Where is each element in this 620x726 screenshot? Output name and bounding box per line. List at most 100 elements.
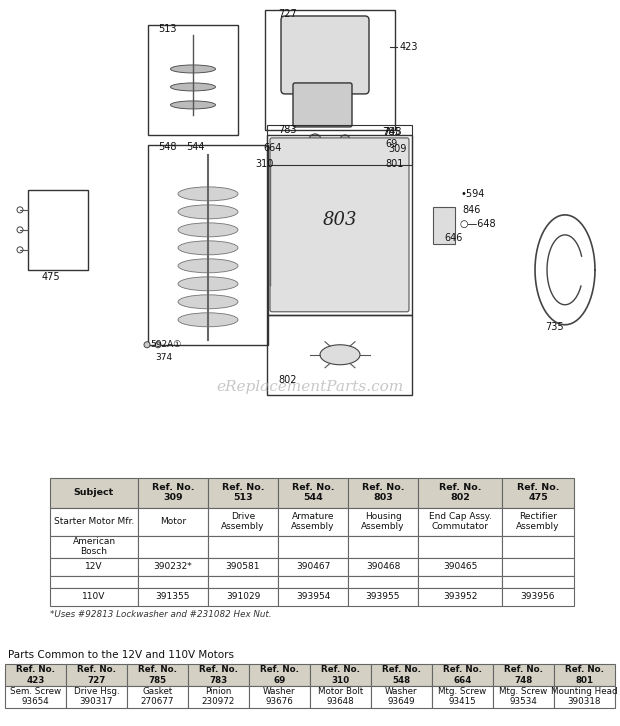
Ellipse shape (178, 313, 238, 327)
Text: 592A①: 592A① (150, 340, 182, 348)
Text: 785: 785 (382, 127, 401, 137)
Bar (28, 190, 88, 270)
Bar (554, 686, 615, 708)
Text: Ref. No.
783: Ref. No. 783 (199, 665, 238, 685)
Text: 12V: 12V (86, 563, 103, 571)
Bar (502, 576, 574, 588)
Text: 390467: 390467 (296, 563, 330, 571)
Text: Ref. No.
802: Ref. No. 802 (439, 483, 481, 502)
Bar (138, 478, 208, 507)
Bar (138, 558, 208, 576)
Text: ○—648: ○—648 (460, 219, 497, 229)
Text: Ref. No.
803: Ref. No. 803 (361, 483, 404, 502)
Bar (348, 536, 418, 558)
FancyBboxPatch shape (293, 83, 352, 127)
Bar (493, 686, 554, 708)
Text: *Uses #92813 Lockwasher and #231082 Hex Nut.: *Uses #92813 Lockwasher and #231082 Hex … (50, 610, 272, 619)
Text: Housing
Assembly: Housing Assembly (361, 513, 405, 531)
Ellipse shape (170, 83, 216, 91)
Bar (208, 536, 278, 558)
Ellipse shape (178, 277, 238, 291)
Text: 664: 664 (263, 143, 281, 153)
Bar (348, 507, 418, 536)
Bar (5, 664, 66, 686)
Circle shape (309, 134, 321, 146)
Text: Ref. No.
544: Ref. No. 544 (292, 483, 334, 502)
Ellipse shape (178, 259, 238, 273)
Text: End Cap Assy.
Commutator: End Cap Assy. Commutator (428, 513, 492, 531)
Text: Drive
Assembly: Drive Assembly (221, 513, 265, 531)
Bar (138, 588, 208, 606)
Ellipse shape (178, 187, 238, 201)
Circle shape (155, 342, 161, 348)
FancyBboxPatch shape (281, 16, 369, 94)
Bar (208, 507, 278, 536)
Text: 423: 423 (400, 42, 419, 52)
Text: Armature
Assembly: Armature Assembly (291, 513, 335, 531)
Bar (371, 686, 432, 708)
Text: 391355: 391355 (156, 592, 190, 601)
Ellipse shape (320, 345, 360, 364)
Bar (278, 536, 348, 558)
Ellipse shape (178, 295, 238, 309)
Text: 374: 374 (155, 353, 172, 362)
Text: Motor: Motor (160, 518, 186, 526)
Text: Subject: Subject (74, 489, 114, 497)
Bar (138, 507, 208, 536)
Circle shape (340, 135, 350, 145)
Bar (267, 135, 412, 315)
Bar (348, 478, 418, 507)
Bar (5, 686, 66, 708)
Text: Ref. No.
310: Ref. No. 310 (321, 665, 360, 685)
Text: Rectifier
Assembly: Rectifier Assembly (516, 513, 560, 531)
Text: 801: 801 (385, 159, 404, 169)
Text: 803: 803 (323, 211, 358, 229)
Bar (267, 315, 412, 395)
Bar (249, 686, 310, 708)
Bar (432, 686, 493, 708)
Bar (418, 558, 502, 576)
Text: 802: 802 (278, 375, 296, 385)
Text: 475: 475 (42, 272, 61, 282)
Text: 548: 548 (158, 142, 177, 152)
Bar (432, 664, 493, 686)
Bar (418, 536, 502, 558)
Text: Mtg. Screw
93415: Mtg. Screw 93415 (438, 688, 487, 706)
Text: 727: 727 (278, 9, 297, 19)
Bar (310, 664, 371, 686)
Text: Ref. No.
785: Ref. No. 785 (138, 665, 177, 685)
Bar (148, 145, 268, 345)
Bar (310, 686, 371, 708)
Text: Mtg. Screw
93534: Mtg. Screw 93534 (499, 688, 547, 706)
Bar (265, 10, 395, 130)
Bar (50, 507, 138, 536)
Bar (348, 588, 418, 606)
Bar (208, 576, 278, 588)
Text: 846: 846 (462, 205, 480, 215)
Bar (138, 576, 208, 588)
Bar (554, 664, 615, 686)
Text: Ref. No.
727: Ref. No. 727 (77, 665, 116, 685)
Bar (278, 588, 348, 606)
Text: Sem. Screw
93654: Sem. Screw 93654 (10, 688, 61, 706)
Bar (50, 588, 138, 606)
Text: Gasket
270677: Gasket 270677 (141, 688, 174, 706)
Bar (148, 25, 238, 135)
Text: 393956: 393956 (521, 592, 556, 601)
Bar (188, 686, 249, 708)
Bar (278, 558, 348, 576)
Text: 110V: 110V (82, 592, 105, 601)
Bar (348, 558, 418, 576)
Text: Pinion
230972: Pinion 230972 (202, 688, 235, 706)
Bar (371, 664, 432, 686)
Bar (188, 664, 249, 686)
Bar (208, 558, 278, 576)
Bar (493, 664, 554, 686)
Text: Ref. No.
423: Ref. No. 423 (16, 665, 55, 685)
Ellipse shape (170, 65, 216, 73)
Bar (127, 664, 188, 686)
Bar (50, 478, 138, 507)
Bar (208, 478, 278, 507)
Text: 390468: 390468 (366, 563, 400, 571)
Text: •594: •594 (460, 189, 484, 199)
